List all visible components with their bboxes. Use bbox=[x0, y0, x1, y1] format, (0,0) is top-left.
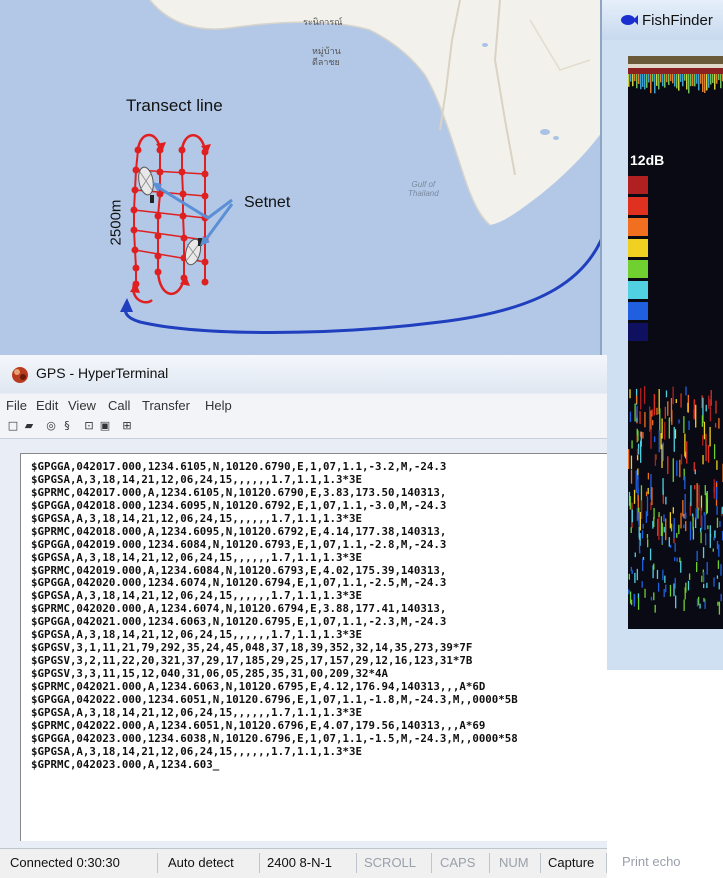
status-capture: Capture bbox=[544, 853, 607, 873]
terminal-line: $GPRMC,042017.000,A,1234.6105,N,10120.67… bbox=[31, 485, 447, 499]
road bbox=[439, 0, 461, 131]
status-settings: 2400 8-N-1 bbox=[263, 853, 357, 873]
gulf-label: Gulf of Thailand bbox=[408, 180, 439, 198]
hyperterminal-titlebar[interactable]: GPS - HyperTerminal bbox=[0, 355, 607, 393]
place-label: ระนิการณ์ bbox=[303, 18, 343, 28]
terminal-line: $GPGSA,A,3,18,14,21,12,06,24,15,,,,,,1.7… bbox=[31, 589, 363, 603]
distance-label: 2500m bbox=[107, 199, 125, 246]
terminal-line: $GPGGA,042019.000,1234.6084,N,10120.6793… bbox=[31, 537, 447, 551]
terminal-line: $GPGSA,A,3,18,14,21,12,06,24,15,,,,,,1.7… bbox=[31, 511, 363, 525]
disconnect-icon[interactable]: § bbox=[64, 419, 70, 432]
terminal-line: $GPGSV,3,2,11,22,20,321,37,29,17,185,29,… bbox=[31, 654, 473, 668]
gain-label: 12dB bbox=[630, 152, 665, 168]
gain-scale-swatch bbox=[628, 260, 648, 278]
terminal-line: $GPGGA,042022.000,1234.6051,N,10120.6796… bbox=[31, 692, 518, 706]
send-icon[interactable]: ⊡ bbox=[84, 419, 94, 432]
menu-bar: File Edit View Call Transfer Help bbox=[0, 394, 607, 416]
hyperterminal-window[interactable]: GPS - HyperTerminal File Edit View Call … bbox=[0, 355, 607, 878]
gain-scale-swatch bbox=[628, 281, 648, 299]
terminal-line: $GPGGA,042021.000,1234.6063,N,10120.6795… bbox=[31, 615, 447, 629]
place-label: ดีลาชย bbox=[312, 58, 340, 68]
terminal-output[interactable]: $GPGGA,042017.000,1234.6105,N,10120.6790… bbox=[20, 453, 607, 841]
terminal-line: $GPGSV,3,3,11,15,12,040,31,06,05,285,35,… bbox=[31, 667, 388, 680]
toolbar: □ ▰ ◎ § ⊡ ▣ ⊞ bbox=[0, 416, 607, 439]
hyperterminal-title: GPS - HyperTerminal bbox=[36, 365, 169, 381]
phone-icon bbox=[12, 367, 28, 383]
status-caps: CAPS bbox=[436, 853, 490, 873]
connect-icon[interactable]: ◎ bbox=[46, 419, 56, 432]
terminal-line: $GPRMC,042022.000,A,1234.6051,N,10120.67… bbox=[31, 718, 486, 732]
menu-transfer[interactable]: Transfer bbox=[142, 398, 190, 413]
map-view: Transect line Setnet 2500m Gulf of Thail… bbox=[0, 0, 607, 355]
terminal-line: $GPGGA,042018.000,1234.6095,N,10120.6792… bbox=[31, 498, 447, 512]
status-print-echo: Print echo bbox=[622, 854, 681, 869]
terminal-line: $GPGSA,A,3,18,14,21,12,06,24,15,,,,,,1.7… bbox=[31, 550, 363, 564]
menu-view[interactable]: View bbox=[68, 398, 96, 413]
menu-file[interactable]: File bbox=[6, 398, 27, 413]
terminal-line: $GPGSA,A,3,18,14,21,12,06,24,15,,,,,,1.7… bbox=[31, 705, 363, 719]
gain-scale-swatch bbox=[628, 197, 648, 215]
properties-icon[interactable]: ⊞ bbox=[122, 419, 132, 432]
land-area bbox=[150, 0, 607, 225]
terminal-line: $GPGSA,A,3,18,14,21,12,06,24,15,,,,,,1.7… bbox=[31, 472, 363, 486]
terminal-line: $GPGGA,042023.000,1234.6038,N,10120.6796… bbox=[31, 731, 518, 745]
transect-label: Transect line bbox=[126, 96, 223, 115]
terminal-line: $GPGGA,042017.000,1234.6105,N,10120.6790… bbox=[31, 460, 447, 473]
setnet-pointer bbox=[155, 184, 233, 220]
gain-scale-swatch bbox=[628, 323, 648, 341]
receive-icon[interactable]: ▣ bbox=[99, 419, 111, 432]
status-connected: Connected 0:30:30 bbox=[6, 853, 158, 873]
sonar-display: 12dB bbox=[628, 56, 723, 629]
fishfinder-title: FishFinder bbox=[642, 12, 713, 29]
status-num: NUM bbox=[495, 853, 541, 873]
data-flow-arrow bbox=[123, 224, 607, 334]
terminal-line: $GPRMC,042020.000,A,1234.6074,N,10120.67… bbox=[31, 602, 447, 616]
terminal-line: $GPGSA,A,3,18,14,21,12,06,24,15,,,,,,1.7… bbox=[31, 744, 363, 758]
open-folder-icon[interactable]: ▰ bbox=[24, 419, 34, 432]
terminal-line: $GPRMC,042019.000,A,1234.6084,N,10120.67… bbox=[31, 563, 447, 577]
terminal-line: $GPRMC,042023.000,A,1234.603_ bbox=[31, 757, 220, 771]
gain-scale-swatch bbox=[628, 218, 648, 236]
place-label: หมู่บ้าน bbox=[312, 47, 341, 57]
terminal-line: $GPRMC,042018.000,A,1234.6095,N,10120.67… bbox=[31, 524, 447, 538]
status-bar: Connected 0:30:30 Auto detect 2400 8-N-1… bbox=[0, 848, 607, 878]
surface-band bbox=[628, 56, 723, 64]
echo-plot bbox=[628, 56, 723, 615]
gain-scale-swatch bbox=[628, 239, 648, 257]
new-icon[interactable]: □ bbox=[7, 419, 19, 432]
terminal-line: $GPRMC,042021.000,A,1234.6063,N,10120.67… bbox=[31, 679, 486, 693]
gain-scale-swatch bbox=[628, 176, 648, 194]
setnet-label: Setnet bbox=[244, 194, 291, 211]
status-scroll: SCROLL bbox=[360, 853, 432, 873]
transect-grid bbox=[130, 133, 211, 296]
gain-scale-swatch bbox=[628, 302, 648, 320]
setnet-markers bbox=[138, 166, 202, 266]
terminal-lines: $GPGGA,042017.000,1234.6105,N,10120.6790… bbox=[31, 460, 528, 772]
fishfinder-titlebar[interactable]: FishFinder bbox=[602, 0, 723, 40]
menu-help[interactable]: Help bbox=[205, 398, 232, 413]
menu-edit[interactable]: Edit bbox=[36, 398, 59, 413]
map-canvas bbox=[120, 0, 607, 334]
terminal-line: $GPGSV,3,1,11,21,79,292,35,24,45,048,37,… bbox=[31, 641, 473, 655]
terminal-line: $GPGSA,A,3,18,14,21,12,06,24,15,,,,,,1.7… bbox=[31, 628, 363, 642]
fishfinder-window[interactable]: FishFinder 12dB bbox=[600, 0, 723, 670]
status-detect: Auto detect bbox=[164, 853, 260, 873]
menu-call[interactable]: Call bbox=[108, 398, 131, 413]
fish-icon bbox=[621, 15, 638, 25]
road bbox=[493, 0, 516, 176]
terminal-line: $GPGGA,042020.000,1234.6074,N,10120.6794… bbox=[31, 576, 447, 590]
